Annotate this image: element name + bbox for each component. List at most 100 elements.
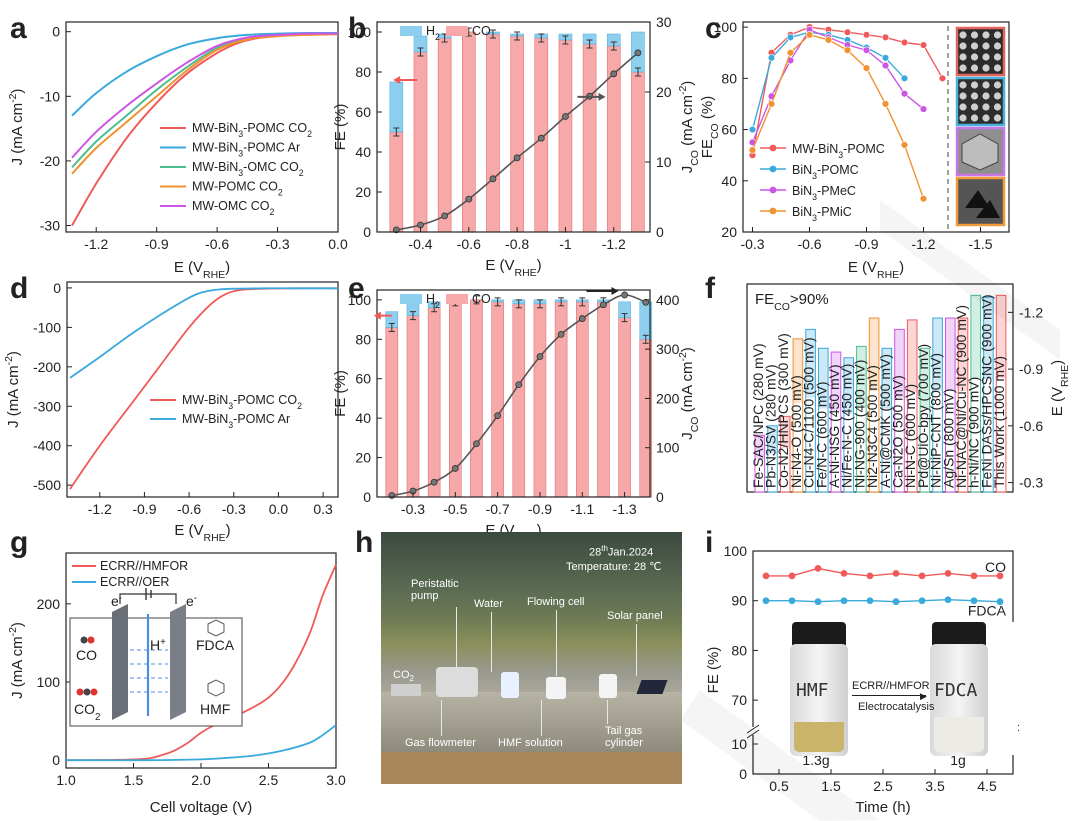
panel-b-ylabel: FE (%) xyxy=(332,104,349,151)
panel-label-b: b xyxy=(348,12,366,45)
fdca-bottle-label: FDCA xyxy=(934,680,978,701)
panel-i-point-blue xyxy=(814,598,822,606)
panel-g-inset-molecule xyxy=(80,636,88,644)
panel-b-xlabel: E (VRHE) xyxy=(485,257,541,279)
panel-e-legend-co-swatch xyxy=(446,294,468,304)
panel-f-bar xyxy=(881,347,893,493)
panel-i-point-blue xyxy=(918,597,926,605)
panel-d-xtick-label: -0.3 xyxy=(222,501,246,517)
panel-g-legend-label: ECRR//HMFOR xyxy=(100,559,188,573)
panel-e-jco-point xyxy=(621,291,629,299)
panel-b-xtick-label: -0.6 xyxy=(457,236,481,252)
panel-d-xtick-label: -0.9 xyxy=(132,501,156,517)
panel-f-bar xyxy=(932,317,943,493)
panel-c-legend-label: MW-BiN3-POMC xyxy=(792,142,885,160)
panel-e-ytick-label: 20 xyxy=(355,450,371,466)
panel-c-ytick-label: 60 xyxy=(721,122,737,138)
panel-i-bottom-ytick-label: 10 xyxy=(731,736,747,752)
panel-a-line-orange xyxy=(71,33,339,175)
panel-a-xtick-label: 0.0 xyxy=(328,236,348,252)
panel-f-bar xyxy=(792,338,804,493)
panel-f-bar-label: Fe-SAC/NPC (280 mV) xyxy=(750,343,766,488)
panel-i-point-red xyxy=(918,572,926,580)
panel-f-bar-fill xyxy=(818,348,829,409)
panel-f-bar-fill xyxy=(894,329,905,398)
panel-d-ytick-label: -500 xyxy=(33,477,61,493)
pointer-pump xyxy=(456,607,457,667)
pointer-water xyxy=(491,612,492,672)
panel-c-point-red xyxy=(900,38,909,47)
panel-c-micrograph-pore xyxy=(982,42,990,50)
panel-a-legend-label: MW-BiN3-OMC CO2 xyxy=(192,160,304,178)
panel-c-micrograph-pore xyxy=(993,64,1002,72)
reaction-arrowhead: ▶ xyxy=(920,691,927,701)
panel-e-bar-co xyxy=(427,307,441,498)
panel-i-point-red xyxy=(840,569,848,577)
panel-e-bar-co xyxy=(406,315,420,498)
panel-f-bar xyxy=(970,294,982,493)
panel-f-right-ytick-label: -1.2 xyxy=(1019,304,1043,320)
panel-c-micrograph-triangle xyxy=(976,200,1000,218)
panel-f-right-ytick-label: -0.3 xyxy=(1019,475,1043,491)
panel-i-point-blue xyxy=(996,598,1004,606)
panel-e-jco-point xyxy=(515,381,523,389)
panel-e-bar-co xyxy=(597,301,610,498)
panel-c-micrograph-pore xyxy=(970,53,979,61)
watermark-shape xyxy=(880,200,1060,360)
panel-b-bar-co xyxy=(389,131,404,233)
panel-b-bar-co xyxy=(631,71,645,233)
label-water: Water xyxy=(474,598,503,610)
panel-c-point-orange xyxy=(862,64,871,72)
panel-f-bar-fill xyxy=(996,295,1006,378)
panel-g-inset-molecule xyxy=(76,688,84,696)
panel-e-xtick-label: -0.3 xyxy=(401,501,425,517)
panel-g-inset-hplus: H+ xyxy=(150,637,166,654)
panel-b-legend-h2-label: H2 xyxy=(426,24,440,42)
panel-e-y2label: JCO (mA cm-2) xyxy=(677,347,701,440)
panel-e-ytick-label: 100 xyxy=(348,292,372,308)
panel-b-jco-point xyxy=(634,49,642,57)
panel-c-point-red xyxy=(862,31,871,39)
panel-e-bar-co xyxy=(575,301,589,498)
panel-c-point-blue xyxy=(881,54,890,62)
panel-d-ylabel: J (mA cm-2) xyxy=(3,351,22,428)
panel-c-legend-label: BiN3-PMeC xyxy=(792,184,856,202)
panel-a-legend-label: MW-BiN3-POMC CO2 xyxy=(192,121,312,139)
panel-c-micrograph-pore xyxy=(959,42,967,50)
panel-b-xtick-label: -0.8 xyxy=(505,236,529,252)
panel-c-legend-marker xyxy=(769,165,777,173)
panel-i-co-label: CO xyxy=(985,559,1006,575)
panel-c-legend-label: BiN3-POMC xyxy=(792,163,859,181)
panel-b-jco-point xyxy=(562,113,569,120)
panel-f-bar xyxy=(906,319,918,493)
panel-e-bar-co xyxy=(618,317,631,498)
panel-f-bar-fill xyxy=(983,297,994,380)
panel-g-inset-molecule xyxy=(87,636,95,644)
label-flowing-cell: Flowing cell xyxy=(527,596,585,608)
panel-c-point-orange xyxy=(900,141,909,149)
panel-c-micrograph-pore xyxy=(959,92,967,100)
pump-device xyxy=(436,667,478,697)
arrow-top-label: ECRR//HMFOR xyxy=(852,680,930,692)
panel-f-bar-fill xyxy=(805,329,816,398)
panel-f-bar xyxy=(894,328,905,493)
panel-label-c: c xyxy=(705,12,722,45)
panel-a-line-purple xyxy=(71,32,339,159)
panel-f-bar xyxy=(830,351,842,493)
panel-c-xtick-label: -0.6 xyxy=(797,236,821,252)
panel-i-point-red xyxy=(762,572,770,580)
panel-i-top-ytick-label: 80 xyxy=(731,642,747,658)
panel-b-frame xyxy=(376,21,651,233)
panel-e-bar-co xyxy=(385,327,399,498)
setup-photo: 28thJan.2024 Temperature: 28 ℃ Peristalt… xyxy=(381,532,682,784)
panel-c-micrograph-pore xyxy=(982,64,990,72)
panel-b-xtick-label: -1 xyxy=(559,236,572,252)
panel-e-legend-h2-label: H2 xyxy=(426,292,440,310)
panel-g-ytick-label: 0 xyxy=(52,752,60,768)
panel-e-jco-point xyxy=(642,298,650,306)
panel-c-ylabel: FECO (%) xyxy=(699,96,721,158)
panel-c-micrograph-pore xyxy=(982,92,990,100)
panel-f-bar xyxy=(754,434,766,493)
pointer-cell xyxy=(556,610,557,676)
hmf-bottle-cap xyxy=(792,622,846,648)
